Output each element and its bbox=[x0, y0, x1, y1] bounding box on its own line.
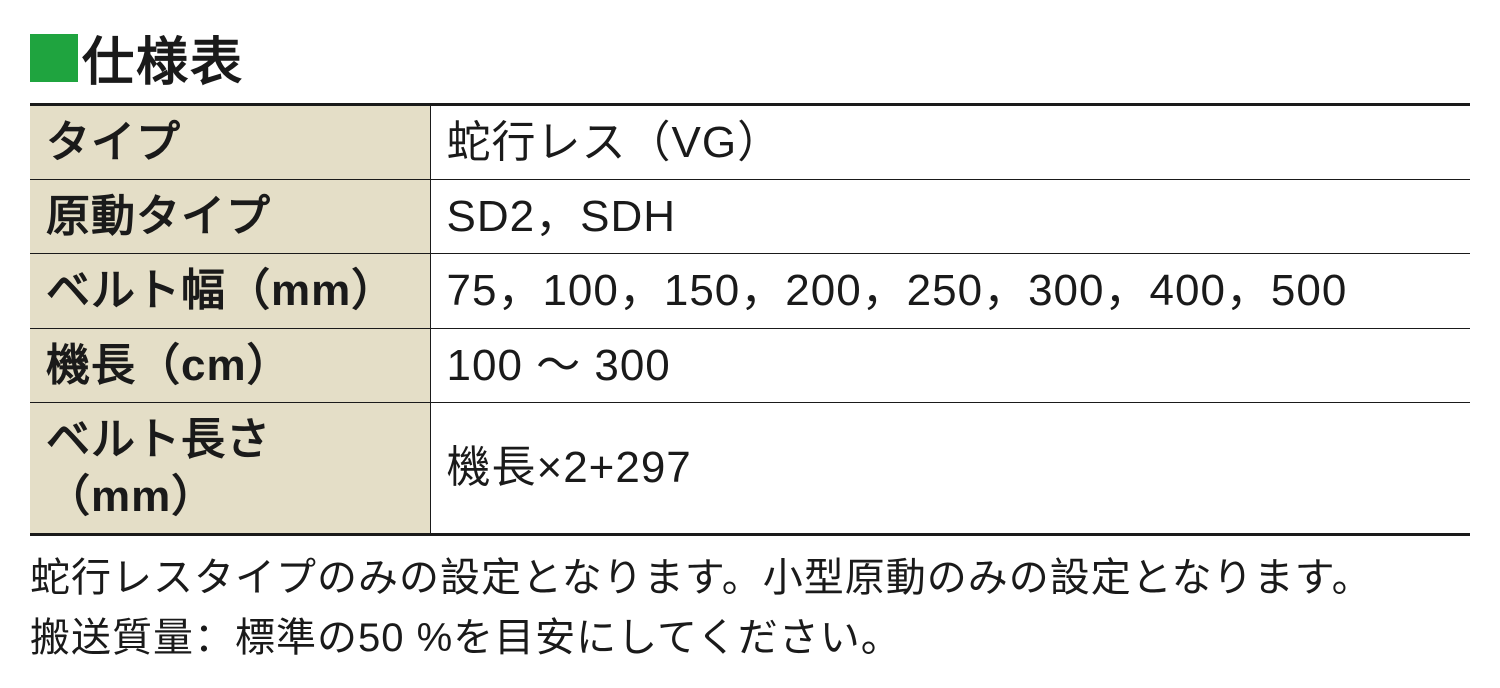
row-label: ベルト幅（mm） bbox=[30, 254, 430, 328]
spec-table: タイプ 蛇行レス（VG） 原動タイプ SD2，SDH ベルト幅（mm） 75，1… bbox=[30, 103, 1470, 536]
row-value: SD2，SDH bbox=[430, 180, 1470, 254]
row-label: 原動タイプ bbox=[30, 180, 430, 254]
row-value: 機長×2+297 bbox=[430, 402, 1470, 534]
note-line: 蛇行レスタイプのみの設定となります。小型原動のみの設定となります。 bbox=[30, 548, 1470, 608]
title-marker-icon bbox=[30, 34, 78, 82]
table-row: 原動タイプ SD2，SDH bbox=[30, 180, 1470, 254]
note-line: 搬送質量：標準の50 %を目安にしてください。 bbox=[30, 608, 1470, 668]
row-label: ベルト長さ（mm） bbox=[30, 402, 430, 534]
spec-table-body: タイプ 蛇行レス（VG） 原動タイプ SD2，SDH ベルト幅（mm） 75，1… bbox=[30, 105, 1470, 535]
row-value: 75，100，150，200，250，300，400，500 bbox=[430, 254, 1470, 328]
table-row: ベルト長さ（mm） 機長×2+297 bbox=[30, 402, 1470, 534]
notes-section: 蛇行レスタイプのみの設定となります。小型原動のみの設定となります。 搬送質量：標… bbox=[30, 548, 1470, 668]
table-row: タイプ 蛇行レス（VG） bbox=[30, 105, 1470, 180]
row-value: 100 ～ 300 bbox=[430, 328, 1470, 402]
row-label: タイプ bbox=[30, 105, 430, 180]
row-value: 蛇行レス（VG） bbox=[430, 105, 1470, 180]
title-text: 仕様表 bbox=[82, 20, 244, 95]
table-row: ベルト幅（mm） 75，100，150，200，250，300，400，500 bbox=[30, 254, 1470, 328]
section-title: 仕様表 bbox=[30, 20, 1470, 95]
row-label: 機長（cm） bbox=[30, 328, 430, 402]
table-row: 機長（cm） 100 ～ 300 bbox=[30, 328, 1470, 402]
